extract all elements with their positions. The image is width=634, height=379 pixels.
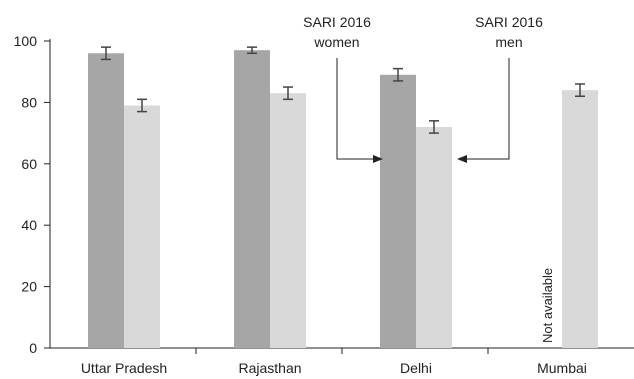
- not-available-label: Not available: [540, 268, 555, 343]
- bar: [416, 126, 452, 349]
- annotation-women-line1: SARI 2016: [303, 14, 371, 30]
- annotation-men: SARI 2016 men: [457, 14, 543, 163]
- category-label: Delhi: [400, 360, 432, 376]
- category-label: Uttar Pradesh: [81, 360, 167, 376]
- y-tick-label: 0: [29, 340, 37, 356]
- bars: [88, 50, 598, 349]
- annotation-women-arrow: [336, 58, 378, 160]
- bar: [124, 105, 160, 348]
- bar: [88, 53, 124, 348]
- x-axis: [44, 347, 634, 354]
- annotation-men-arrowhead: [457, 155, 467, 163]
- y-tick-label: 40: [21, 217, 37, 233]
- y-tick-label: 100: [14, 33, 38, 49]
- y-axis: 0 20 40 60 80 100: [14, 33, 51, 356]
- annotation-women: SARI 2016 women: [303, 14, 383, 163]
- annotation-women-arrowhead: [373, 155, 383, 163]
- annotation-men-line1: SARI 2016: [475, 14, 543, 30]
- error-bars: [101, 46, 585, 134]
- y-tick-label: 60: [21, 156, 37, 172]
- bar: [234, 50, 270, 349]
- y-tick-label: 80: [21, 94, 37, 110]
- y-tick-label: 20: [21, 279, 37, 295]
- annotation-men-arrow: [462, 58, 510, 160]
- bar: [380, 74, 416, 349]
- category-label: Mumbai: [537, 360, 587, 376]
- bar: [270, 93, 306, 348]
- bar: [562, 90, 598, 349]
- annotation-men-line2: men: [495, 34, 522, 50]
- category-labels: Uttar Pradesh Rajasthan Delhi Mumbai: [81, 360, 587, 376]
- category-label: Rajasthan: [238, 360, 301, 376]
- annotation-women-line2: women: [313, 34, 359, 50]
